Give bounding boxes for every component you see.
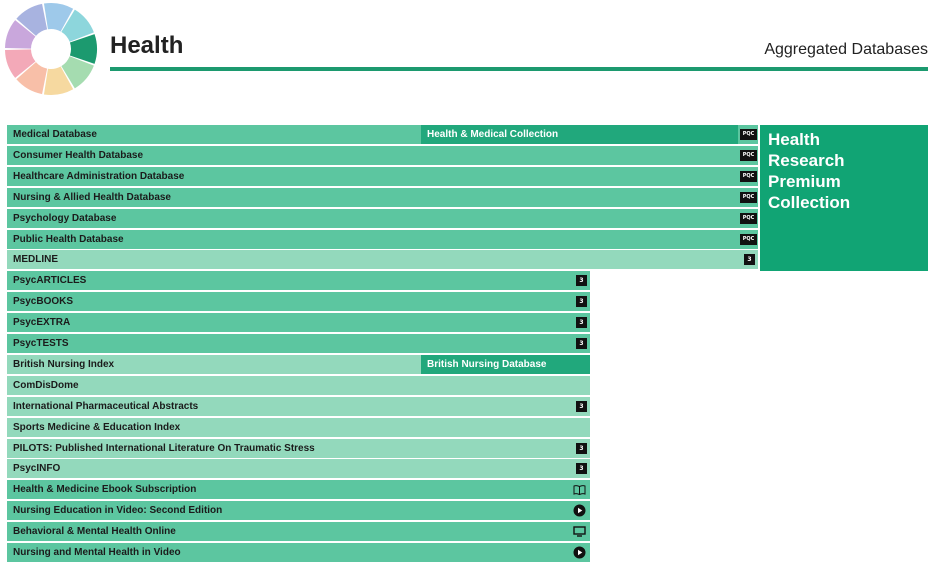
collection-line: Premium [768,172,841,191]
logo-segment [69,34,97,64]
database-row[interactable]: PsycARTICLES 3 [7,271,590,291]
database-label: PsycARTICLES [13,275,87,287]
logo-segment [5,49,36,78]
number-badge: 3 [576,463,587,475]
database-row[interactable]: Nursing and Mental Health in Video [7,543,590,562]
database-label: Nursing Education in Video: Second Editi… [13,505,223,517]
database-row[interactable]: ComDisDome [7,375,590,395]
database-row[interactable]: Nursing Education in Video: Second Editi… [7,501,590,521]
database-label: PsycEXTRA [13,317,71,329]
number-badge: 3 [576,400,587,412]
collection-line: Health [768,130,820,149]
database-label: MEDLINE [13,254,58,266]
logo-ring [5,3,97,95]
monitor-icon [573,525,586,538]
header-rule [110,67,928,71]
pqc-badge: PQC [740,170,757,182]
database-row[interactable]: PILOTS: Published International Literatu… [7,438,590,458]
database-label: Medical Database [13,129,97,140]
logo-segment [43,3,74,32]
logo-segment [16,3,48,36]
database-label: Public Health Database [13,233,124,245]
logo-segment [61,56,94,89]
number-badge: 3 [744,254,755,266]
number-badge: 3 [576,296,587,308]
database-row[interactable]: British Nursing Index British Nursing Dat… [7,354,590,374]
database-row[interactable]: MEDLINE 3 [7,250,758,270]
database-row[interactable]: PsycBOOKS 3 [7,292,590,312]
number-badge: 3 [576,442,587,454]
pqc-badge: PQC [740,129,757,140]
database-label: Sports Medicine & Education Index [13,421,181,433]
book-icon [573,483,586,496]
database-row[interactable]: PsycTESTS 3 [7,334,590,353]
database-label: PsycINFO [13,463,61,475]
page-title: Health [110,32,184,59]
database-row[interactable]: Public Health Database PQC [7,229,758,249]
database-row[interactable]: Health & Medicine Ebook Subscription [7,480,590,500]
database-row[interactable]: Psychology Database PQC [7,208,758,228]
logo-segment [16,62,48,95]
database-label: PsycTESTS [13,338,69,349]
database-label: Nursing & Allied Health Database [13,191,171,203]
database-label: Behavioral & Mental Health Online [13,526,176,538]
database-row[interactable]: PsycEXTRA 3 [7,313,590,333]
logo-segment [43,66,74,95]
database-row[interactable]: Medical Database Health & Medical Collect… [7,125,758,144]
number-badge: 3 [576,275,587,287]
database-row[interactable]: Healthcare Administration Database PQC [7,166,758,186]
database-label: PsycBOOKS [13,296,74,308]
database-sub-label[interactable]: British Nursing Database [421,354,590,374]
logo-segment [61,9,94,42]
database-label: PILOTS: Published International Literatu… [13,442,315,454]
database-row[interactable]: PsycINFO 3 [7,459,590,479]
database-row[interactable]: International Pharmaceutical Abstracts 3 [7,396,590,416]
database-label: Consumer Health Database [13,149,144,161]
database-label: British Nursing Index [13,358,115,370]
database-label: International Pharmaceutical Abstracts [13,400,199,412]
logo-segment [5,20,36,49]
number-badge: 3 [576,338,587,349]
database-row[interactable]: Behavioral & Mental Health Online [7,522,590,542]
pqc-badge: PQC [740,212,757,224]
database-label: ComDisDome [13,379,79,391]
page-subtitle: Aggregated Databases [764,41,928,58]
collection-line: Collection [768,193,851,212]
number-badge: 3 [576,317,587,329]
pqc-badge: PQC [740,233,757,245]
collection-line: Research [768,151,845,170]
pqc-badge: PQC [740,149,757,161]
database-label: Healthcare Administration Database [13,170,185,182]
play-icon [573,546,586,559]
database-label: Nursing and Mental Health in Video [13,547,181,558]
pqc-badge: PQC [740,191,757,203]
database-label: Psychology Database [13,212,117,224]
database-row[interactable]: Consumer Health Database PQC [7,145,758,165]
database-label: Health & Medicine Ebook Subscription [13,484,197,496]
play-icon [573,504,586,517]
database-sub-label[interactable]: Health & Medical Collection [421,125,738,144]
health-research-premium-collection[interactable]: Health Research Premium Collection [760,125,928,271]
database-row[interactable]: Sports Medicine & Education Index [7,417,590,437]
database-row[interactable]: Nursing & Allied Health Database PQC [7,187,758,207]
